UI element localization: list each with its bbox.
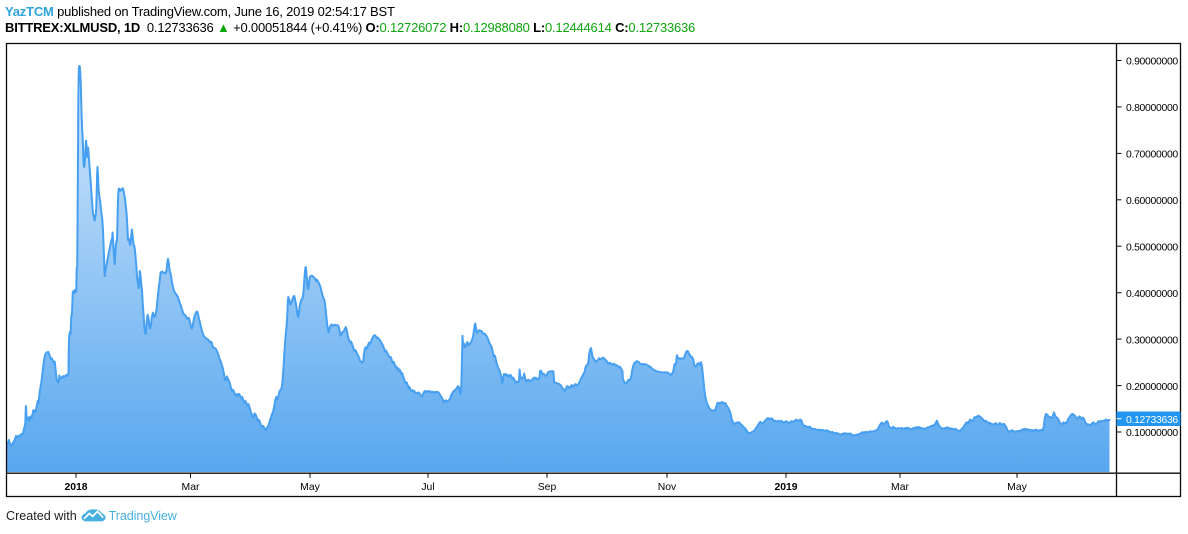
svg-text:0.30000000: 0.30000000 (1126, 335, 1178, 346)
svg-text:0.40000000: 0.40000000 (1126, 289, 1178, 300)
svg-text:0.50000000: 0.50000000 (1126, 242, 1178, 253)
svg-text:0.20000000: 0.20000000 (1126, 382, 1178, 393)
svg-text:Jul: Jul (421, 482, 434, 493)
svg-text:0.60000000: 0.60000000 (1126, 196, 1178, 207)
svg-text:Nov: Nov (658, 482, 677, 493)
svg-text:Created with: Created with (6, 509, 77, 523)
svg-text:Sep: Sep (538, 482, 557, 493)
svg-text:0.70000000: 0.70000000 (1126, 150, 1178, 161)
svg-text:May: May (300, 482, 320, 493)
svg-text:Mar: Mar (182, 482, 200, 493)
svg-text:May: May (1007, 482, 1027, 493)
svg-text:Mar: Mar (891, 482, 909, 493)
svg-text:2018: 2018 (64, 482, 87, 493)
svg-text:TradingView: TradingView (109, 509, 178, 523)
svg-text:2019: 2019 (774, 482, 797, 493)
svg-text:0.10000000: 0.10000000 (1126, 428, 1178, 439)
svg-text:0.12733636: 0.12733636 (1126, 415, 1178, 426)
svg-text:0.80000000: 0.80000000 (1126, 103, 1178, 114)
svg-text:0.90000000: 0.90000000 (1126, 57, 1178, 68)
